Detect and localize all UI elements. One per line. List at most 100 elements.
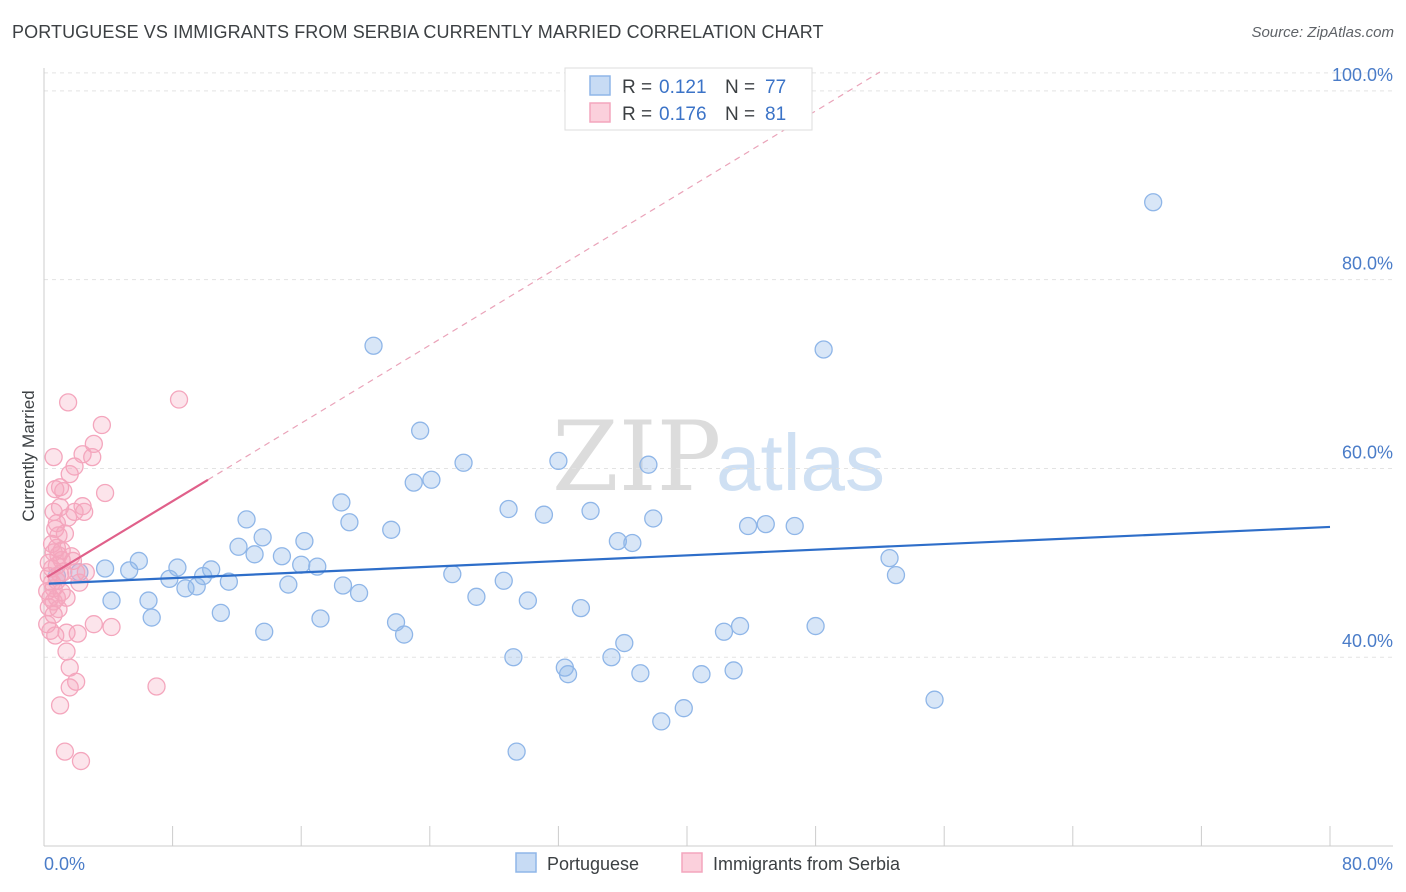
point-portuguese xyxy=(714,622,734,641)
x-tick-label: 0.0% xyxy=(44,854,85,874)
point-portuguese xyxy=(467,587,486,606)
trend-lines xyxy=(46,71,1331,585)
chart-title: PORTUGUESE VS IMMIGRANTS FROM SERBIA CUR… xyxy=(12,22,824,42)
point-portuguese xyxy=(785,516,804,536)
legend-swatch-portuguese xyxy=(589,75,611,96)
point-portuguese xyxy=(120,561,139,580)
trend-line-portuguese xyxy=(48,525,1331,585)
legend-r-label-serbia: R = xyxy=(622,104,652,125)
point-portuguese xyxy=(364,336,383,355)
y-tick-label: 80.0% xyxy=(1342,254,1393,274)
x-tick-label: 80.0% xyxy=(1342,854,1393,874)
trend-line-serbia xyxy=(46,478,209,578)
point-serbia xyxy=(147,677,166,696)
point-portuguese xyxy=(615,633,634,653)
point-portuguese xyxy=(349,583,369,603)
point-portuguese xyxy=(738,516,758,536)
point-serbia xyxy=(49,526,68,545)
point-portuguese xyxy=(724,661,743,680)
point-portuguese xyxy=(443,565,462,584)
legend-n-label-portuguese: N = xyxy=(725,77,755,98)
y-tick-label: 60.0% xyxy=(1342,442,1393,462)
point-serbia xyxy=(58,393,78,412)
point-portuguese xyxy=(245,545,264,564)
watermark-zip: ZIP xyxy=(552,401,721,513)
point-portuguese xyxy=(507,742,526,761)
point-serbia xyxy=(67,563,86,582)
point-serbia xyxy=(169,390,189,409)
point-portuguese xyxy=(806,616,825,636)
y-axis-label: Currently Married xyxy=(19,390,38,521)
point-serbia xyxy=(84,434,103,454)
point-serbia xyxy=(46,626,65,645)
point-portuguese xyxy=(925,690,944,709)
point-portuguese xyxy=(229,537,248,556)
point-serbia xyxy=(44,447,63,467)
point-portuguese xyxy=(1144,193,1163,212)
legend-r-value-serbia: 0.176 xyxy=(659,104,707,125)
series-legend: Portuguese Immigrants from Serbia xyxy=(515,852,901,874)
bottom-legend-label-serbia: Immigrants from Serbia xyxy=(713,854,901,874)
point-serbia xyxy=(75,502,94,522)
point-serbia xyxy=(57,588,76,607)
point-serbia xyxy=(76,563,95,582)
point-portuguese xyxy=(581,501,600,521)
bottom-legend-label-portuguese: Portuguese xyxy=(547,854,639,874)
point-portuguese xyxy=(602,648,621,667)
y-tick-label: 40.0% xyxy=(1342,631,1393,651)
y-tick-label: 100.0% xyxy=(1332,65,1393,85)
legend-n-value-serbia: 81 xyxy=(765,104,786,125)
point-serbia xyxy=(54,481,73,501)
point-portuguese xyxy=(255,622,274,641)
axes xyxy=(43,68,1393,847)
point-portuguese xyxy=(202,560,221,579)
point-portuguese xyxy=(504,648,523,667)
point-portuguese xyxy=(652,712,671,731)
stats-legend: R = 0.121 N = 77 R = 0.176 N = 81 xyxy=(564,67,813,131)
legend-n-label-serbia: N = xyxy=(725,104,755,125)
point-portuguese xyxy=(139,591,158,610)
point-portuguese xyxy=(880,548,899,568)
point-portuguese xyxy=(494,571,513,590)
point-serbia xyxy=(68,624,87,643)
point-portuguese xyxy=(382,520,401,539)
point-portuguese xyxy=(332,493,351,512)
point-portuguese xyxy=(631,664,650,683)
point-portuguese xyxy=(142,608,161,627)
point-portuguese xyxy=(333,576,353,595)
point-portuguese xyxy=(623,533,642,553)
point-portuguese xyxy=(95,559,115,578)
point-portuguese xyxy=(422,470,441,489)
point-portuguese xyxy=(295,531,314,551)
point-serbia xyxy=(102,617,121,637)
legend-r-label-portuguese: R = xyxy=(622,77,652,98)
point-serbia xyxy=(57,642,76,661)
point-portuguese xyxy=(730,616,750,636)
point-portuguese xyxy=(608,531,628,551)
point-portuguese xyxy=(886,565,906,585)
tick-labels: 40.0% 60.0% 80.0% 100.0% 0.0% 80.0% xyxy=(44,65,1393,874)
point-portuguese xyxy=(411,421,430,440)
point-portuguese xyxy=(644,509,663,528)
point-portuguese xyxy=(404,473,423,492)
point-serbia xyxy=(95,483,115,503)
point-serbia xyxy=(55,524,75,543)
point-portuguese xyxy=(219,572,239,591)
point-portuguese xyxy=(639,455,658,474)
point-portuguese xyxy=(534,505,554,524)
legend-swatch-serbia xyxy=(589,102,611,123)
point-portuguese xyxy=(129,551,148,571)
point-portuguese xyxy=(279,575,298,594)
point-portuguese xyxy=(176,579,195,598)
trend-line-serbia-extension xyxy=(207,71,881,481)
point-portuguese xyxy=(692,665,711,684)
point-portuguese xyxy=(168,558,187,577)
bottom-legend-swatch-serbia xyxy=(681,852,703,873)
point-serbia xyxy=(84,615,103,634)
point-serbia xyxy=(83,447,102,467)
point-serbia xyxy=(50,696,70,715)
point-serbia xyxy=(55,742,75,761)
watermark-atlas: atlas xyxy=(716,418,885,507)
point-serbia xyxy=(92,415,112,435)
point-portuguese xyxy=(571,598,591,618)
